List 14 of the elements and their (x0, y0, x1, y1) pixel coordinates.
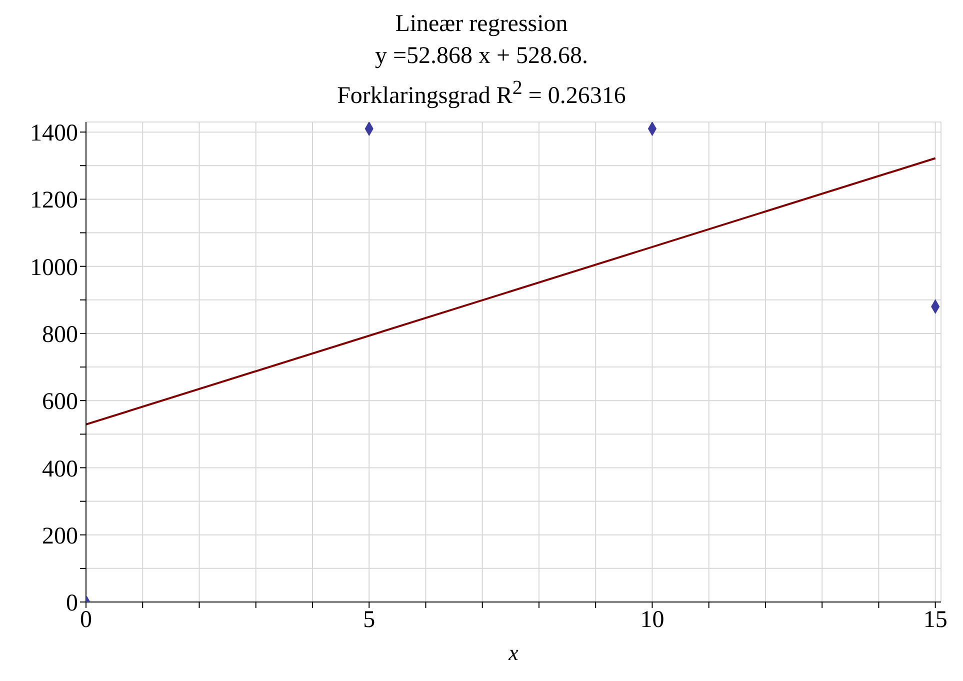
y-tick-label: 400 (42, 456, 78, 482)
chart-subtitle: y =52.868 x + 528.68. Forklaringsgrad R$^{2}$ = 0.26316 (336, 42, 627, 111)
x-tick-label: 10 (640, 607, 664, 634)
x-tick-label: 15 (923, 607, 948, 634)
y-tick-label: 1000 (30, 254, 78, 281)
x-tick-label: 5 (363, 607, 376, 634)
y-tick-label: 200 (42, 523, 78, 550)
y-tick-label: 0 (66, 590, 78, 617)
y-tick-label: 600 (42, 389, 78, 416)
x-axis-title: x (508, 640, 519, 665)
y-tick-label: 1400 (30, 120, 78, 147)
y-tick-label: 800 (42, 322, 78, 348)
y-tick-label: 1200 (30, 188, 78, 214)
chart-title: Lineær regression (394, 10, 569, 39)
